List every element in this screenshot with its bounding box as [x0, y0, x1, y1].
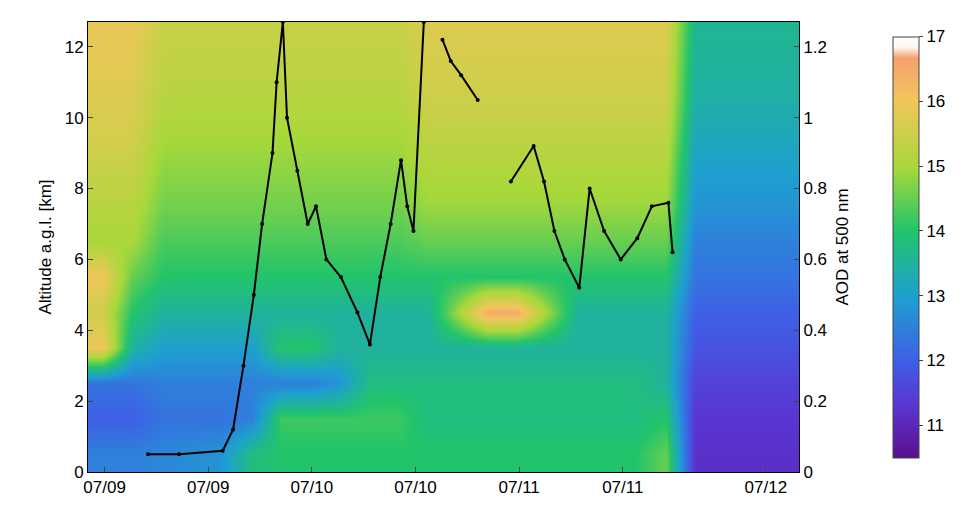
svg-text:07/12: 07/12 — [745, 478, 788, 497]
svg-text:10: 10 — [65, 109, 84, 128]
svg-text:13: 13 — [926, 287, 945, 306]
svg-text:AOD at 500 nm: AOD at 500 nm — [833, 188, 852, 305]
svg-text:0: 0 — [803, 463, 812, 482]
svg-text:16: 16 — [926, 92, 945, 111]
svg-text:07/09: 07/09 — [187, 478, 230, 497]
svg-text:0.6: 0.6 — [803, 250, 827, 269]
svg-text:12: 12 — [65, 38, 84, 57]
svg-text:1.2: 1.2 — [803, 38, 827, 57]
svg-text:15: 15 — [926, 157, 945, 176]
svg-text:07/10: 07/10 — [291, 478, 334, 497]
svg-text:11: 11 — [926, 416, 944, 435]
svg-text:2: 2 — [74, 392, 83, 411]
svg-text:17: 17 — [926, 27, 945, 46]
svg-text:Altitude a.g.l. [km]: Altitude a.g.l. [km] — [36, 179, 55, 314]
svg-text:0.8: 0.8 — [803, 179, 827, 198]
svg-text:07/11: 07/11 — [499, 478, 540, 497]
svg-text:12: 12 — [926, 351, 945, 370]
svg-text:07/10: 07/10 — [394, 478, 437, 497]
svg-text:1: 1 — [803, 109, 812, 128]
svg-text:07/11: 07/11 — [602, 478, 643, 497]
svg-text:8: 8 — [74, 179, 83, 198]
svg-text:07/09: 07/09 — [83, 478, 126, 497]
svg-text:4: 4 — [74, 321, 83, 340]
svg-text:6: 6 — [74, 250, 83, 269]
svg-text:14: 14 — [926, 222, 945, 241]
svg-text:0: 0 — [74, 463, 83, 482]
svg-text:0.2: 0.2 — [803, 392, 827, 411]
svg-text:0.4: 0.4 — [803, 321, 827, 340]
